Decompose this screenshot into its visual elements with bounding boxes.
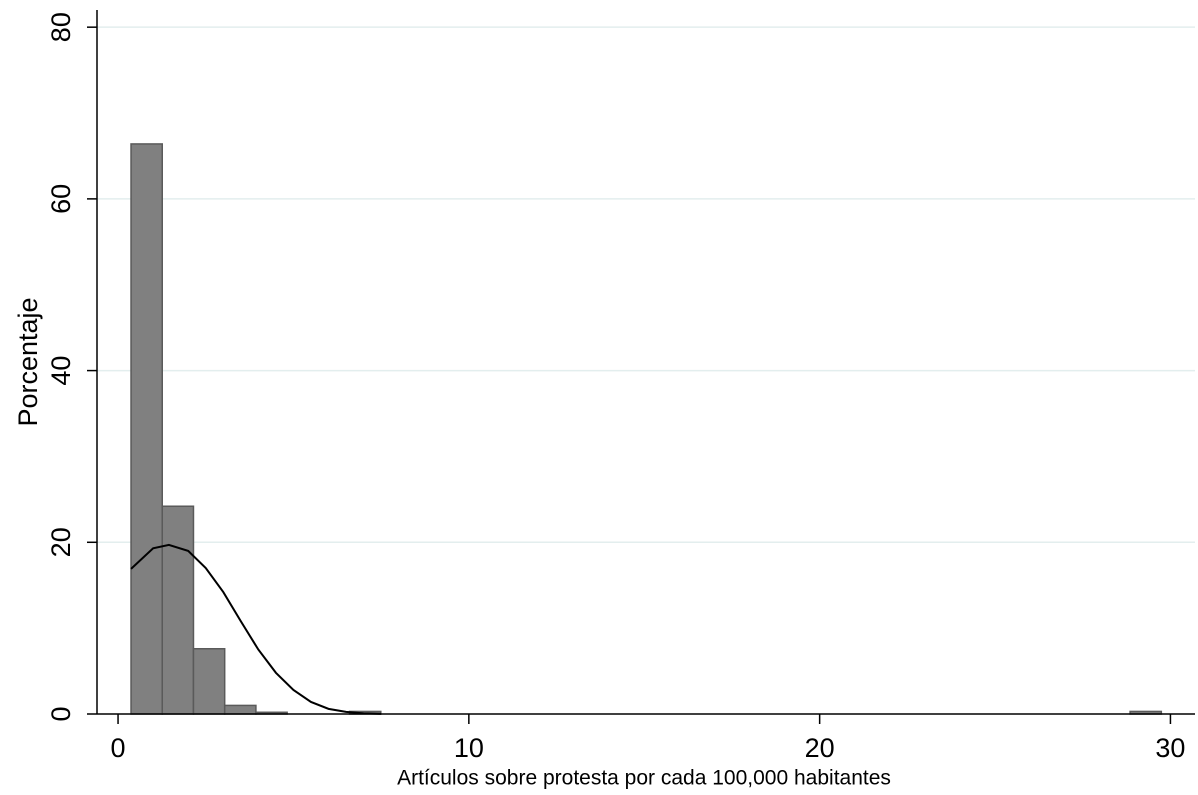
y-tick-label: 80	[46, 12, 76, 42]
bar	[130, 143, 163, 715]
y-axis-title: Porcentaje	[13, 297, 43, 426]
y-tick-label: 40	[46, 356, 76, 386]
bar	[223, 704, 257, 715]
density-curve	[130, 543, 382, 715]
x-tick-label: 30	[1155, 733, 1185, 763]
x-tick-label: 0	[111, 733, 126, 763]
y-tick-label: 60	[46, 184, 76, 214]
y-tick-label: 20	[46, 527, 76, 557]
x-tick-label: 10	[454, 733, 484, 763]
x-axis-title: Artículos sobre protesta por cada 100,00…	[397, 767, 891, 790]
y-tick-label: 0	[46, 706, 76, 721]
bar	[192, 648, 226, 715]
bar	[161, 505, 195, 715]
x-tick-label: 20	[805, 733, 835, 763]
